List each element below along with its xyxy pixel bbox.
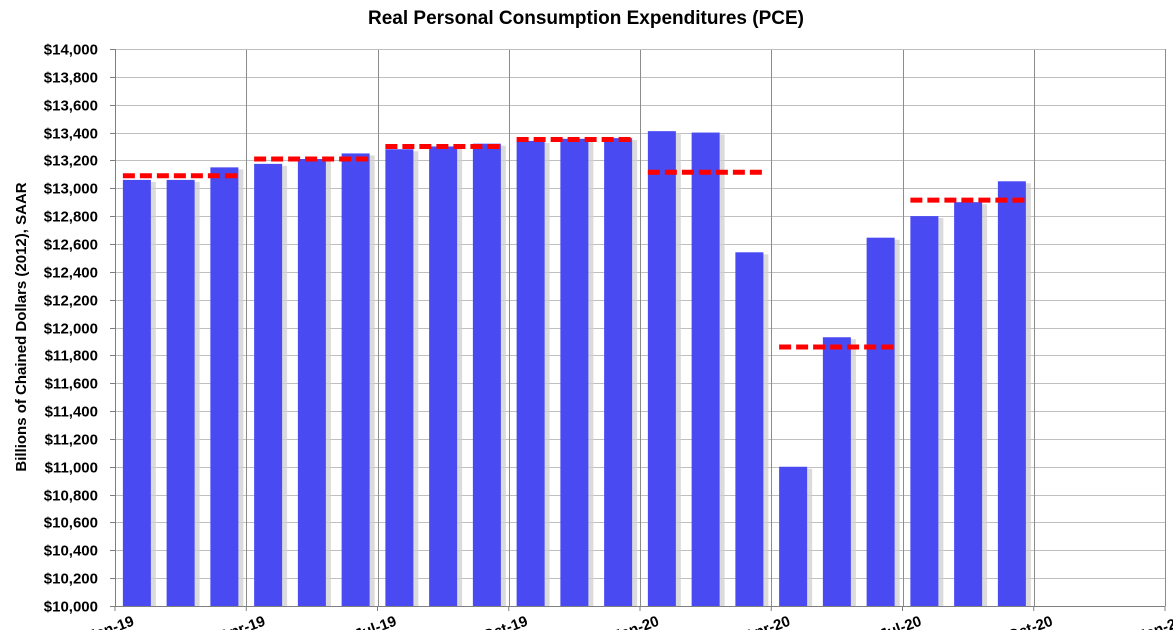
bar <box>122 179 151 606</box>
x-tick-label: Apr-20 <box>742 613 792 630</box>
y-tick-label: $13,000 <box>44 181 98 198</box>
x-tick-labels: Jan-19 Apr-19 Jul-19 Oct-19 Jan-20 Apr-20 Jul-… <box>86 613 1173 630</box>
bar <box>385 149 414 606</box>
y-tick-label: $10,400 <box>44 543 98 560</box>
y-tick-label: $13,200 <box>44 153 98 170</box>
y-tick-label: $12,200 <box>44 293 98 310</box>
x-tick-label: Jul-20 <box>877 613 924 630</box>
gridlines <box>115 49 1166 606</box>
x-tick-label: Apr-19 <box>217 613 267 630</box>
bar <box>779 466 808 606</box>
bar <box>604 138 633 606</box>
y-tick-label: $13,800 <box>44 70 98 87</box>
bar <box>516 140 545 606</box>
bar <box>954 202 983 607</box>
bar <box>560 138 589 606</box>
y-tick-label: $11,800 <box>45 348 98 365</box>
bar <box>997 181 1026 606</box>
y-tick-label: $10,200 <box>44 571 98 588</box>
bar <box>691 132 720 607</box>
y-tick-label: $14,000 <box>44 42 98 59</box>
bar <box>822 337 851 606</box>
y-tick-label: $10,000 <box>44 599 98 616</box>
y-tick-labels: $10,000 $10,200 $10,400 $10,600 $10,800 $11,0… <box>44 42 98 616</box>
bar <box>166 179 195 606</box>
bar <box>210 167 239 607</box>
bar <box>341 153 370 606</box>
y-tick-label: $12,600 <box>44 237 98 254</box>
x-tick-label: Jan-20 <box>611 613 661 630</box>
x-tick-label: Oct-20 <box>1005 613 1055 630</box>
quarterly-average-lines <box>122 137 1026 350</box>
y-tick-label: $10,600 <box>44 515 98 532</box>
axes <box>110 49 1166 611</box>
chart-title: Real Personal Consumption Expenditures (… <box>368 8 804 29</box>
bar <box>910 216 939 606</box>
y-tick-label: $11,400 <box>45 404 98 421</box>
y-tick-label: $11,600 <box>45 376 98 393</box>
y-tick-label: $11,000 <box>45 460 98 477</box>
x-tick-label: Jul-19 <box>352 613 399 630</box>
bar <box>472 143 501 606</box>
x-tick-label: Jan-21 <box>1136 613 1173 630</box>
bar <box>735 252 764 606</box>
y-tick-label: $12,400 <box>44 265 98 282</box>
x-tick-label: Oct-19 <box>480 613 530 630</box>
y-tick-label: $10,800 <box>44 488 98 505</box>
y-tick-label: $13,600 <box>44 98 98 115</box>
y-tick-label: $12,800 <box>44 209 98 226</box>
bars <box>122 131 1031 607</box>
y-tick-label: $12,000 <box>44 321 98 338</box>
bar <box>254 163 283 606</box>
bar <box>866 237 895 606</box>
bar <box>297 159 326 606</box>
bar <box>647 131 676 606</box>
bar <box>429 146 458 606</box>
y-axis-label: Billions of Chained Dollars (2012), SAAR <box>13 182 30 471</box>
y-tick-label: $13,400 <box>44 126 98 143</box>
y-tick-label: $11,200 <box>45 432 98 449</box>
